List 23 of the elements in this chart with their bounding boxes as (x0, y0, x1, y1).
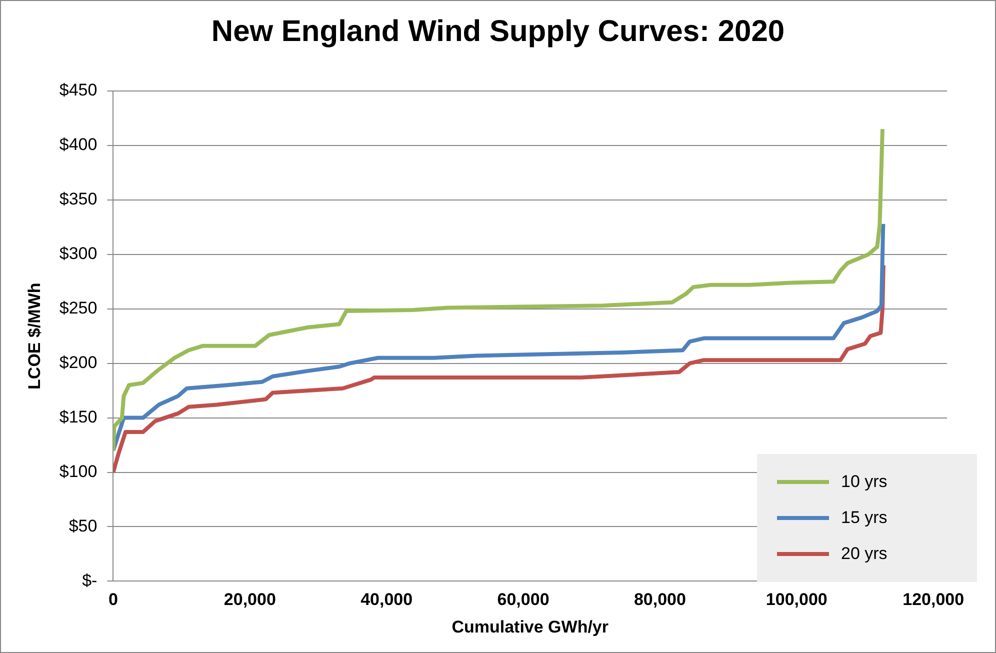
chart-title: New England Wind Supply Curves: 2020 (210, 15, 786, 49)
x-tick-label: 100,000 (766, 590, 828, 610)
y-axis-title: LCOE $/MWh (24, 282, 44, 390)
y-tick-label: $200 (59, 353, 98, 372)
x-tick-label: 120,000 (902, 590, 964, 610)
x-tick-label: 60,000 (497, 590, 550, 610)
legend-label: 10 yrs (841, 472, 888, 492)
x-tick-label: 40,000 (360, 590, 413, 610)
y-tick-label: $- (82, 570, 98, 590)
legend-label: 20 yrs (841, 544, 888, 564)
y-tick-label: $300 (59, 244, 98, 264)
y-tick-label: $250 (59, 298, 98, 318)
y-tick-label: $350 (59, 190, 98, 209)
legend-label: 15 yrs (841, 508, 888, 528)
y-tick-label: $100 (59, 462, 98, 481)
x-tick-label: 20,000 (224, 590, 276, 610)
x-tick-label: 80,000 (634, 590, 686, 610)
x-axis-title: Cumulative GWh/yr (452, 617, 609, 636)
y-tick-label: $400 (59, 135, 98, 154)
y-tick-label: $450 (59, 80, 98, 100)
y-tick-label: $150 (59, 407, 98, 426)
x-tick-label: 0 (108, 590, 118, 610)
y-tick-label: $50 (68, 516, 98, 536)
